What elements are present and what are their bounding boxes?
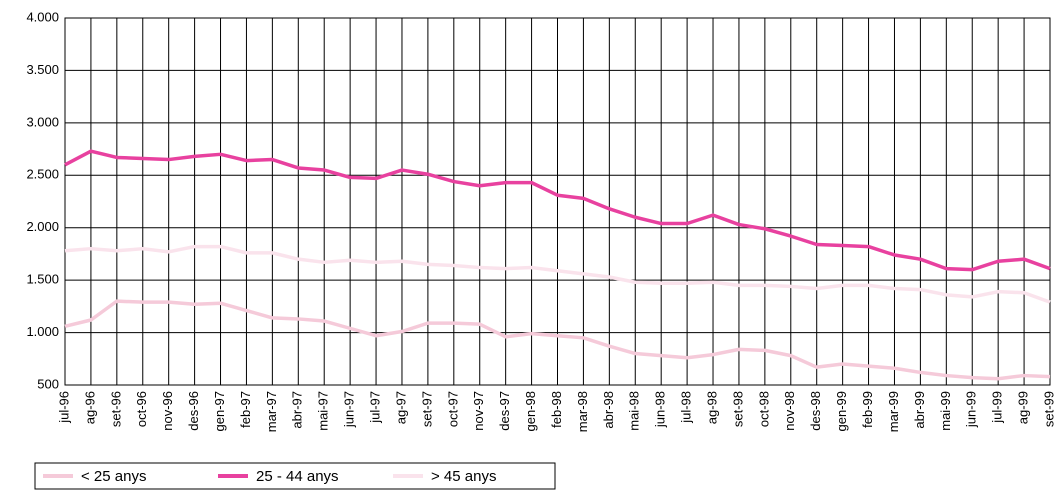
x-tick-label: jul-96 bbox=[56, 391, 71, 424]
y-tick-label: 2.500 bbox=[26, 167, 59, 182]
legend-label: > 45 anys bbox=[431, 468, 496, 485]
x-tick-label: oct-96 bbox=[134, 391, 149, 427]
x-tick-label: mar-98 bbox=[575, 391, 590, 432]
x-tick-label: mar-99 bbox=[886, 391, 901, 432]
x-tick-label: mai-97 bbox=[316, 391, 331, 431]
x-tick-label: oct-98 bbox=[756, 391, 771, 427]
x-tick-label: ag-96 bbox=[82, 391, 97, 424]
x-tick-label: feb-99 bbox=[860, 391, 875, 428]
x-tick-label: jul-99 bbox=[990, 391, 1005, 424]
y-tick-label: 4.000 bbox=[26, 9, 59, 24]
x-tick-label: nov-98 bbox=[782, 391, 797, 431]
x-tick-label: ag-97 bbox=[393, 391, 408, 424]
x-tick-label: set-99 bbox=[1041, 391, 1056, 427]
x-tick-label: jun-97 bbox=[342, 391, 357, 428]
x-tick-label: gen-99 bbox=[834, 391, 849, 431]
x-tick-label: mai-99 bbox=[938, 391, 953, 431]
x-tick-label: mai-98 bbox=[627, 391, 642, 431]
legend-label: < 25 anys bbox=[81, 468, 146, 485]
x-tick-label: nov-96 bbox=[160, 391, 175, 431]
x-tick-label: abr-97 bbox=[290, 391, 305, 429]
y-tick-label: 3.500 bbox=[26, 62, 59, 77]
x-tick-label: feb-98 bbox=[549, 391, 564, 428]
y-tick-label: 1.000 bbox=[26, 324, 59, 339]
series-line bbox=[64, 299, 1051, 381]
x-tick-label: jul-98 bbox=[679, 391, 694, 424]
x-tick-label: gen-97 bbox=[212, 391, 227, 431]
x-tick-label: abr-99 bbox=[912, 391, 927, 429]
x-tick-label: gen-98 bbox=[523, 391, 538, 431]
x-tick-label: ag-98 bbox=[704, 391, 719, 424]
legend-box bbox=[34, 462, 556, 490]
x-tick-label: mar-97 bbox=[264, 391, 279, 432]
x-tick-label: des-96 bbox=[186, 391, 201, 431]
y-tick-label: 1.500 bbox=[26, 272, 59, 287]
x-tick-label: jun-98 bbox=[653, 391, 668, 428]
x-tick-label: jun-99 bbox=[964, 391, 979, 428]
x-tick-label: nov-97 bbox=[471, 391, 486, 431]
x-tick-label: set-97 bbox=[419, 391, 434, 427]
x-tick-label: feb-97 bbox=[238, 391, 253, 428]
y-tick-label: 3.000 bbox=[26, 114, 59, 129]
x-tick-label: abr-98 bbox=[601, 391, 616, 429]
series-line bbox=[64, 244, 1051, 304]
plot-border bbox=[64, 17, 1051, 386]
legend-label: 25 - 44 anys bbox=[256, 468, 339, 485]
x-tick-label: oct-97 bbox=[445, 391, 460, 427]
x-tick-label: ag-99 bbox=[1016, 391, 1031, 424]
series-line bbox=[64, 149, 1051, 272]
y-tick-label: 2.000 bbox=[26, 219, 59, 234]
y-tick-label: 500 bbox=[37, 376, 59, 391]
x-tick-label: des-98 bbox=[808, 391, 823, 431]
x-tick-label: des-97 bbox=[497, 391, 512, 431]
x-tick-label: jul-97 bbox=[367, 391, 382, 424]
x-tick-label: set-98 bbox=[730, 391, 745, 427]
x-tick-label: set-96 bbox=[108, 391, 123, 427]
